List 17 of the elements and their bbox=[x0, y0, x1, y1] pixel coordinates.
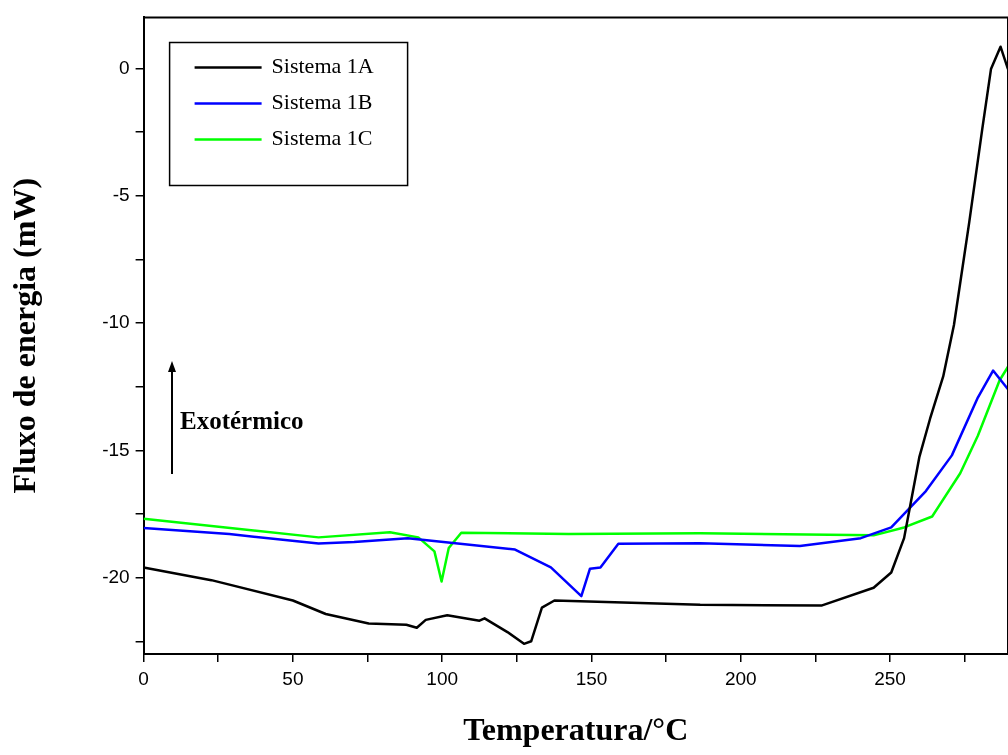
x-tick-label: 200 bbox=[724, 667, 757, 689]
y-tick-label: -20 bbox=[102, 565, 130, 587]
x-tick-label: 250 bbox=[874, 667, 906, 689]
y-tick-label: -10 bbox=[102, 311, 130, 333]
y-tick-label: -5 bbox=[112, 183, 130, 205]
legend-label: Sistema 1A bbox=[271, 53, 374, 79]
x-tick-label: 150 bbox=[575, 667, 608, 689]
x-tick-label: 0 bbox=[138, 667, 149, 689]
legend-label: Sistema 1C bbox=[271, 125, 373, 151]
annotation: Exotérmico bbox=[180, 407, 304, 435]
legend-label: Sistema 1B bbox=[271, 89, 373, 115]
y-tick-label: 0 bbox=[119, 56, 130, 78]
x-axis-title: Temperatura/°C bbox=[463, 711, 689, 748]
y-tick-label: -15 bbox=[102, 438, 130, 460]
x-tick-label: 50 bbox=[282, 667, 304, 689]
y-axis-title: Fluxo de energia (mW) bbox=[6, 177, 43, 494]
x-tick-label: 100 bbox=[426, 667, 459, 689]
